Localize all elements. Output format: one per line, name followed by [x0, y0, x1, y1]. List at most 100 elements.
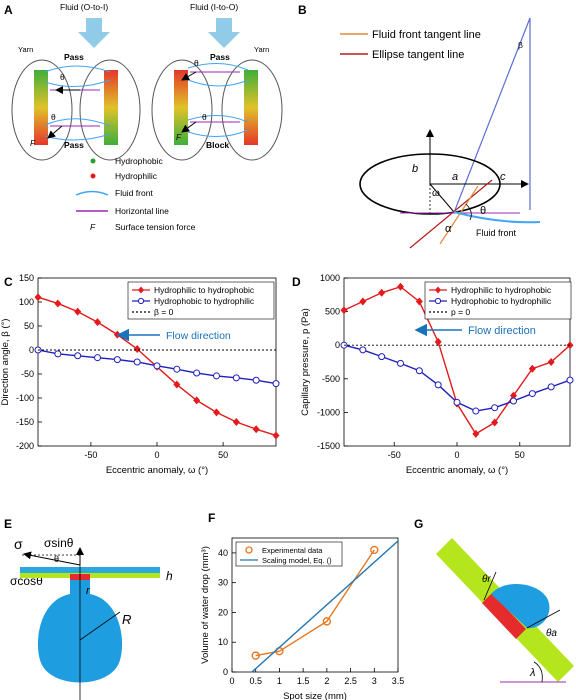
radius-R-label: R — [122, 612, 131, 627]
theta-arc — [465, 203, 472, 221]
data-point-circle — [153, 362, 161, 370]
hydrophobic-dot-icon — [90, 158, 96, 164]
x-tick-label: 50 — [218, 450, 228, 460]
panel-f: F 0 0.5 1 1.5 2 2.5 3 3.5 0 10 20 30 40 Spot size (mm… — [200, 511, 404, 700]
theta-label: θ — [60, 72, 65, 82]
y-tick-label: 1000 — [320, 273, 340, 283]
yarn-ellipse — [11, 59, 73, 161]
panel-e: E σ σsinθ σcosθ θ h R r — [4, 517, 173, 700]
data-point-circle — [272, 380, 280, 388]
axis-c-label: c — [500, 171, 506, 183]
data-point-diamond — [434, 337, 442, 346]
sigma-arrow — [23, 551, 81, 566]
panel-a-label: A — [4, 3, 13, 17]
legend-surface-tension: Surface tension force — [115, 222, 196, 232]
series-line — [251, 540, 399, 673]
data-point-diamond — [415, 297, 423, 306]
yarn-label: Yarn — [18, 45, 33, 54]
y-tick-label: 20 — [218, 607, 228, 617]
legend-marker — [138, 286, 144, 294]
data-point-diamond — [173, 380, 181, 389]
yarn-gradient-bar — [244, 70, 258, 145]
thickness-h-label: h — [166, 569, 173, 583]
legend-fluid-front: Fluid front — [115, 188, 153, 198]
red-hydrophilic-spot — [482, 593, 526, 639]
panel-a-legend: Hydrophobic Hydrophilic Fluid front Hori… — [75, 156, 196, 232]
x-tick-label: -50 — [84, 450, 97, 460]
legend-entry: Hydrophilic to hydrophobic — [451, 285, 552, 295]
y-axis-label: Volume of water drop (mm³) — [200, 546, 211, 664]
fluid-front-curve — [44, 118, 111, 127]
y-tick-label: -1000 — [317, 407, 340, 417]
theta-label: θ — [54, 554, 59, 564]
data-point-circle — [322, 617, 332, 626]
legend-entry: Hydrophilic to hydrophobic — [154, 285, 255, 295]
x-tick-label: 0 — [229, 676, 234, 686]
theta-label: θ — [51, 112, 56, 122]
series-line — [255, 549, 375, 657]
panel-b: B Fluid front tangent line Ellipse tange… — [298, 3, 541, 249]
water-drop — [491, 583, 550, 629]
yarn-ellipse — [151, 59, 213, 161]
data-point-diamond — [397, 282, 404, 291]
fluid-front-curve — [453, 211, 541, 224]
radius-R-line — [79, 611, 121, 641]
data-point-circle — [193, 369, 201, 377]
data-point-diamond — [378, 288, 386, 297]
theta-r-label: θr — [482, 574, 491, 585]
legend-marker — [434, 297, 442, 305]
fluid-front-label: Fluid front — [476, 228, 517, 238]
x-tick-label: 1 — [277, 676, 282, 686]
flow-direction-label: Flow direction — [166, 330, 231, 342]
y-tick-label: 100 — [19, 297, 34, 307]
spot-r-label: r — [86, 585, 91, 597]
legend-entry: Experimental data — [262, 546, 323, 555]
data-point-diamond — [213, 408, 220, 417]
legend-entry: Scaling model, Eq. () — [262, 556, 332, 565]
data-point-circle — [213, 372, 220, 380]
legend-fluid-front-tangent: Fluid front tangent line — [372, 29, 481, 41]
legend-entry: Hydrophobic to hydrophilic — [451, 296, 552, 306]
receding-tangent — [483, 571, 497, 601]
data-point-circle — [415, 367, 423, 375]
data-point-circle — [378, 353, 386, 361]
legend-entry: p = 0 — [451, 307, 470, 317]
triangle-hypotenuse — [454, 17, 531, 211]
legend-entry: Hydrophobic to hydrophilic — [154, 296, 255, 306]
force-arrow — [181, 121, 197, 133]
legend-ellipse-tangent: Ellipse tangent line — [372, 49, 464, 61]
panel-b-label: B — [298, 3, 307, 17]
fluid-arrow-left — [78, 18, 110, 48]
legend-horizontal-line: Horizontal line — [115, 206, 169, 216]
fluid-i-to-o-label: Fluid (I-to-O) — [190, 2, 238, 12]
blue-fabric-layer — [20, 567, 160, 573]
data-point-diamond — [547, 358, 555, 366]
data-point-diamond — [94, 318, 101, 327]
y-tick-label: 500 — [325, 307, 340, 317]
y-tick-label: -100 — [16, 393, 34, 403]
data-point-circle — [434, 381, 442, 389]
legend-f-symbol: F — [90, 222, 96, 232]
fluid-front-curve — [44, 65, 111, 73]
legend-box — [424, 281, 572, 320]
data-point-diamond — [510, 391, 517, 400]
force-f-label: F — [30, 138, 36, 148]
y-tick-label: 40 — [218, 548, 228, 558]
panel-g: G θr θa λ — [414, 517, 574, 683]
data-point-circle — [251, 651, 260, 660]
data-point-diamond — [74, 307, 82, 316]
data-point-diamond — [133, 345, 141, 354]
panel-d-label: D — [292, 275, 301, 289]
fluid-o-to-i-label: Fluid (O-to-I) — [60, 2, 108, 12]
y-axis-label: Direction angle, β (°) — [0, 319, 11, 406]
axis-b-label: b — [412, 163, 418, 175]
theta-a-label: θa — [546, 628, 557, 639]
y-tick-label: 150 — [19, 273, 34, 283]
data-point-circle — [133, 358, 141, 366]
data-point-circle — [547, 383, 555, 391]
data-point-circle — [173, 365, 181, 373]
legend-box — [127, 281, 275, 320]
fluid-front-curve — [187, 129, 249, 137]
panel-c: C -50 0 50 150 100 50 0 -50 -100 -150 -200 Eccentri… — [0, 273, 280, 476]
panel-a: A Fluid (O-to-I) Fluid (I-to-O) Yarn Pas… — [4, 2, 283, 232]
